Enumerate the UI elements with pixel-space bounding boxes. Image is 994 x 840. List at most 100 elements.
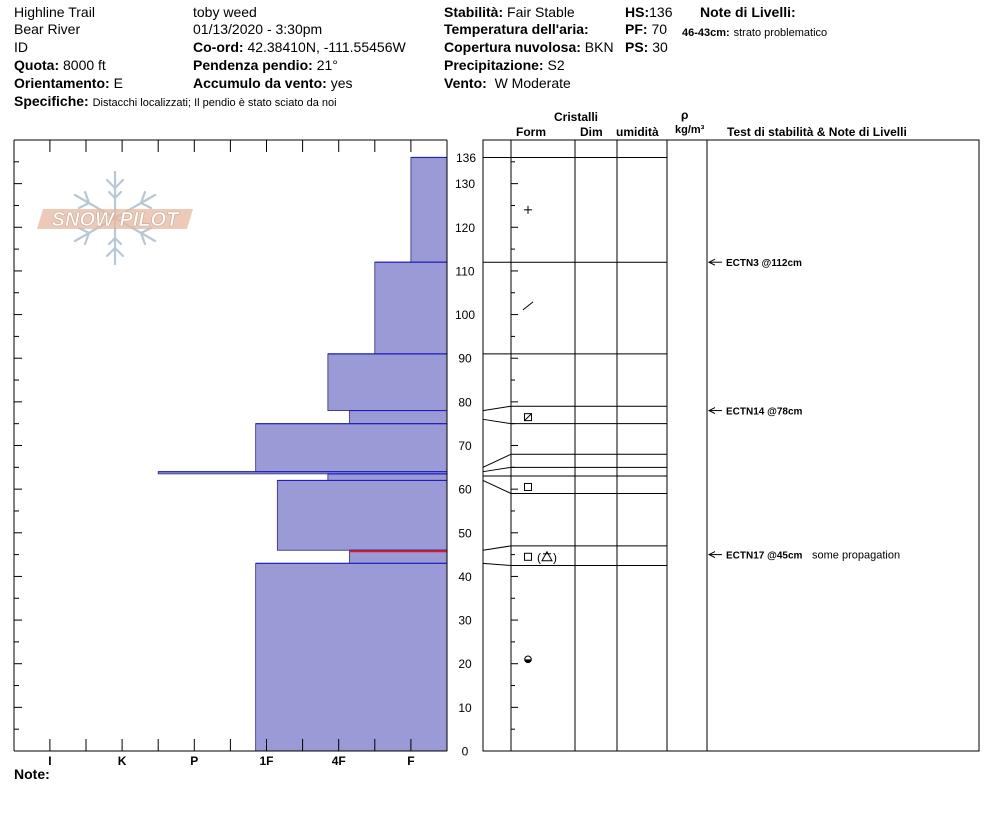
hardness-bar-2 [327,353,448,411]
rho-header: ρ [681,108,689,122]
hardness-bar-1 [374,261,448,355]
test-arrow-head-1 [707,407,716,415]
hardness-bar-0 [410,157,448,263]
depth-label-50: 50 [458,526,472,540]
box [524,552,532,561]
wind-loading-label: Accumulo da vento: [193,75,327,91]
slope-value: 21° [316,57,338,73]
depth-label-40: 40 [458,570,472,584]
layer-notes-label: Note di Livelli: [700,4,796,20]
grain-symbol-box-paren-a: () [524,550,557,564]
slope-label: Pendenza pendio: [193,57,313,73]
hs-value: 136 [649,4,673,20]
coordinates: Co-ord: 42.38410N, -111.55456W [193,39,406,56]
pf-label: PF: [625,21,648,37]
stability-value: Fair Stable [507,4,575,20]
layer-connector-9 [482,545,512,551]
box [524,413,532,422]
depth-hoar-triangle [541,550,553,562]
stability-test-label-1: ECTN14 @78cm [726,407,803,418]
pf-value: 70 [651,21,668,37]
ps-label: PS: [625,39,649,55]
hardness-label-K: K [118,754,127,768]
density-unit-header: kg/m³ [675,124,705,136]
wind-label: Vento: [444,75,487,91]
cloud-label: Copertura nuvolosa: [444,39,581,55]
problem-layer-mark [349,550,447,553]
depth-label-10: 10 [458,701,472,715]
depth-label-0: 0 [462,745,469,759]
specifics: Specifiche: Distacchi localizzati; Il pe… [14,93,337,112]
box-diag [524,413,532,421]
grain-symbol-/ [522,301,534,311]
hardness-label-1F: 1F [259,754,273,768]
stability: Stabilità: Fair Stable [444,4,575,21]
specifics-value: Distacchi localizzati; Il pendio è stato… [92,97,337,109]
coord-value: 42.38410N, -111.55456W [247,39,406,55]
elevation: Quota: 8000 ft [14,57,106,74]
layer-connector-4 [482,418,512,425]
test-arrow-head-2 [707,551,716,559]
wind-loading: Accumulo da vento: yes [193,75,352,92]
wind: Vento: W Moderate [444,75,571,92]
pf: PF: 70 [625,21,667,38]
precip-label: Precipitazione: [444,57,544,73]
hardness-label-I: I [48,754,51,768]
layer-connector-6 [482,466,512,473]
hardness-label-F: F [407,754,414,768]
range: Bear River [14,21,81,37]
wind-value: W Moderate [494,75,571,91]
crystals-header: Cristalli [554,110,599,124]
elevation-label: Quota: [14,57,60,73]
depth-label-20: 20 [458,657,472,671]
hardness-label-4F: 4F [332,754,346,768]
aspect-label: Orientamento: [14,75,110,91]
tests-header: Test di stabilità & Note di Livelli [727,125,907,139]
hardness-bar-9 [255,562,448,752]
grain-symbol-box-slash [524,413,532,422]
form-header: Form [516,125,546,139]
ps-value: 30 [652,39,668,55]
depth-label-120: 120 [455,221,475,235]
hs: HS:136 [625,4,672,21]
half-fill [524,659,532,663]
slope: Pendenza pendio: 21° [193,57,338,74]
hardness-label-P: P [190,754,198,768]
layer-connector-3 [482,405,512,412]
layer-note-range: 46-43cm: [682,27,730,39]
wind-loading-value: yes [330,75,353,91]
depth-label-70: 70 [458,439,472,453]
depth-label-100: 100 [455,308,475,322]
hardness-bar-3 [349,410,448,425]
hs-label: HS: [625,4,650,20]
logo-text: SNOW PILOT [52,209,180,231]
id-label: ID [14,39,28,55]
specifics-label: Specifiche: [14,93,89,109]
layer-connector-5 [482,453,512,468]
precip-value: S2 [547,57,565,73]
layer-connector-8 [482,479,512,494]
observer: toby weed [193,4,257,20]
elevation-value: 8000 ft [63,57,106,73]
depth-label-30: 30 [458,614,472,628]
cloud-value: BKN [584,39,614,55]
depth-label-90: 90 [458,352,472,366]
air-temp-label: Temperatura dell'aria: [444,21,589,37]
paren-open: ( [537,550,541,564]
depth-label-80: 80 [458,395,472,409]
hardness-bar-7 [276,480,448,551]
box [524,482,532,491]
stability-test-note-2: some propagation [812,550,900,562]
datetime: 01/13/2020 - 3:30pm [193,21,323,37]
depth-label-130: 130 [455,177,475,191]
paren-close: ) [553,550,557,564]
coord-label: Co-ord: [193,39,244,55]
slash [522,301,534,311]
grain-symbol-+ [524,205,532,214]
hardness-bar-6 [327,473,448,481]
size-header: Dim [580,125,603,139]
snowpilot-logo: SNOW PILOT [37,170,193,266]
depth-label-top: 136 [456,151,476,165]
ps: PS: 30 [625,39,668,56]
